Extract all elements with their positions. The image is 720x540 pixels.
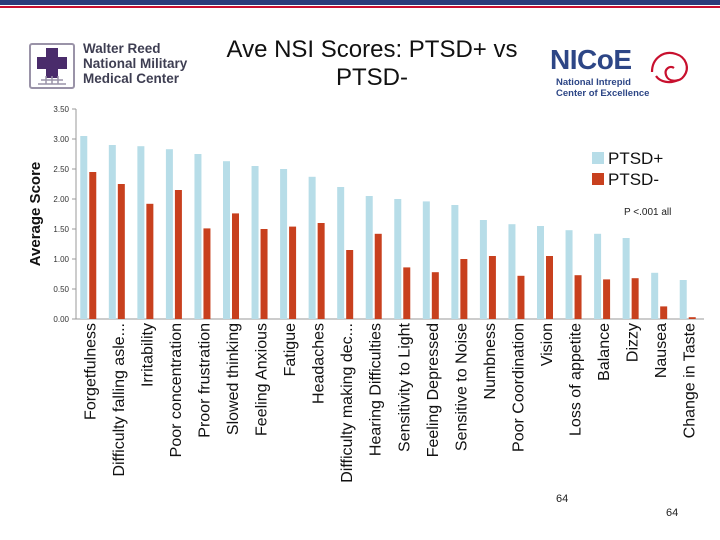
bar-ptsd-pos (137, 146, 145, 319)
bar-ptsd-pos (165, 149, 173, 319)
bar-ptsd-neg (460, 259, 468, 319)
category-label: Headaches (311, 323, 328, 404)
bar-ptsd-pos (223, 161, 230, 319)
bar-ptsd-pos (651, 272, 659, 319)
category-label: Difficulty falling asle... (111, 323, 128, 477)
category-label: Hearing Difficulties (368, 323, 385, 456)
bar-ptsd-neg (688, 317, 696, 319)
nicoe-line1: National Intrepid (556, 77, 631, 88)
category-label: Nausea (653, 323, 670, 378)
bar-ptsd-pos (537, 226, 544, 319)
bar-ptsd-pos (451, 205, 459, 319)
bar-ptsd-pos (679, 280, 687, 319)
walter-reed-wordmark: Walter Reed National Military Medical Ce… (83, 41, 187, 86)
category-label: Difficulty making dec... (339, 323, 356, 483)
bar-ptsd-neg (174, 190, 182, 319)
nicoe-logo (650, 51, 688, 84)
bar-ptsd-neg (89, 172, 97, 319)
nicoe-line2: Center of Excellence (556, 87, 650, 99)
y-tick-label: 1.50 (53, 225, 69, 234)
bar-ptsd-neg (346, 250, 354, 319)
page-number: 64 (666, 507, 679, 519)
bar-ptsd-neg (146, 203, 154, 319)
bar-ptsd-pos (80, 136, 88, 319)
wr-line1: Walter Reed (83, 41, 161, 56)
top-accent-bar (0, 0, 720, 10)
bar-ptsd-neg (117, 184, 125, 319)
bar-ptsd-neg (203, 228, 211, 319)
category-label: Poor concentration (168, 323, 185, 457)
legend-label: PTSD+ (608, 149, 663, 168)
page-number-inner: 64 (556, 493, 569, 505)
bar-ptsd-neg (431, 272, 439, 319)
legend-swatch (592, 173, 604, 185)
bar-ptsd-neg (260, 229, 268, 319)
bar-ptsd-pos (422, 201, 430, 319)
nicoe-wordmark: NICoE (550, 44, 632, 75)
category-label: Vision (539, 323, 556, 366)
category-label: Feeling Anxious (254, 323, 271, 436)
bar-ptsd-pos (622, 238, 630, 319)
legend-label: PTSD- (608, 170, 659, 189)
chart-title: Ave NSI Scores: PTSD+ vs PTSD- (226, 36, 518, 91)
bar-ptsd-pos (194, 154, 202, 319)
category-label: Dizzy (625, 323, 642, 362)
legend-swatch (592, 152, 604, 164)
category-label: Feeling Depressed (425, 323, 442, 457)
bar-ptsd-neg (631, 278, 639, 319)
category-label: Numbness (482, 323, 499, 399)
bar-ptsd-neg (488, 256, 496, 319)
y-tick-label: 3.50 (53, 105, 69, 114)
bar-ptsd-pos (479, 220, 487, 319)
category-label: Forgetfulness (82, 323, 99, 420)
bar-ptsd-pos (508, 224, 516, 319)
wr-line2: National Military (83, 56, 188, 71)
y-axis-title: Average Score (27, 162, 44, 267)
bar-ptsd-pos (365, 196, 373, 319)
y-tick-label: 3.00 (53, 135, 69, 144)
category-label: Proor frustration (196, 323, 213, 438)
bar-ptsd-pos (280, 169, 288, 319)
bar-ptsd-pos (565, 230, 573, 319)
bar-ptsd-pos (251, 166, 259, 319)
bar-ptsd-neg (317, 223, 325, 319)
category-label: Slowed thinking (225, 323, 242, 435)
bar-ptsd-neg (232, 213, 239, 319)
category-label: Sensitive to Noise (453, 323, 470, 451)
walter-reed-logo (29, 43, 75, 89)
y-tick-label: 0.50 (53, 285, 69, 294)
p-value-annotation: P <.001 all (624, 207, 671, 218)
bar-ptsd-neg (517, 275, 525, 319)
bar-ptsd-neg (546, 256, 553, 319)
bar-ptsd-neg (603, 279, 611, 319)
bar-ptsd-neg (403, 267, 411, 319)
bar-ptsd-neg (374, 233, 382, 319)
bar-ptsd-pos (594, 233, 602, 319)
wr-line3: Medical Center (83, 71, 180, 86)
category-label: Balance (596, 323, 613, 381)
navy-stripe (0, 0, 720, 5)
nicoe-subtitle: National Intrepid Center of Excellence (556, 77, 650, 99)
red-stripe (0, 6, 720, 8)
bar-ptsd-pos (394, 199, 402, 319)
bar-ptsd-neg (574, 275, 582, 319)
bar-ptsd-neg (289, 226, 297, 319)
cross-capitol-icon (29, 43, 75, 89)
y-tick-label: 1.00 (53, 255, 69, 264)
bar-ptsd-pos (308, 176, 316, 319)
brain-spiral-icon (650, 51, 688, 84)
bar-ptsd-pos (337, 187, 345, 319)
category-label: Irritability (139, 323, 156, 387)
y-tick-label: 2.50 (53, 165, 69, 174)
category-label: Change in Taste (682, 323, 699, 438)
category-label: Sensitivity to Light (396, 322, 413, 452)
y-tick-label: 2.00 (53, 195, 69, 204)
category-label: Fatigue (282, 323, 299, 376)
category-label: Poor Coordination (510, 323, 527, 452)
y-tick-label: 0.00 (53, 315, 69, 324)
category-label: Loss of appetite (568, 323, 585, 436)
bar-ptsd-pos (108, 145, 116, 319)
bar-ptsd-neg (660, 306, 668, 319)
